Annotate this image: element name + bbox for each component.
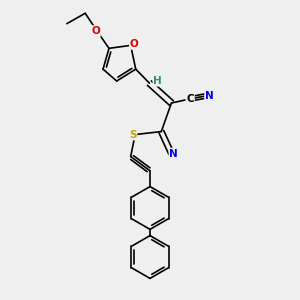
Text: O: O xyxy=(130,39,139,49)
Text: O: O xyxy=(91,26,100,36)
Text: C: C xyxy=(186,94,194,104)
Text: N: N xyxy=(205,91,214,101)
Text: H: H xyxy=(153,76,162,86)
Text: S: S xyxy=(129,130,136,140)
Text: N: N xyxy=(169,148,178,159)
